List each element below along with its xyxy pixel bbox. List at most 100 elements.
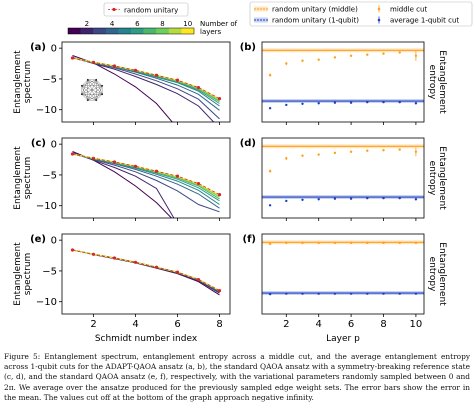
graph-edge — [81, 79, 88, 86]
random-unitary-point — [70, 56, 75, 60]
panel-label: (f) — [243, 234, 257, 245]
panel-2: 0−5−10(c)Entanglementspectrum — [13, 137, 231, 221]
random-unitary-point — [217, 193, 222, 197]
axes-frame — [61, 137, 231, 219]
y-axis-label: Entanglemententropy — [427, 242, 447, 306]
y-axis-label-line: spectrum — [23, 157, 33, 200]
avg-point — [398, 100, 401, 104]
avg-point — [349, 101, 353, 104]
random-unitary-point — [91, 156, 96, 160]
series-line-layer-9 — [72, 249, 220, 292]
graph-edge — [81, 79, 97, 86]
panel-3: (d) Entanglemententropy — [240, 137, 447, 221]
colorbar-segment — [168, 28, 182, 34]
series-line-layer-1 — [72, 55, 173, 122]
graph-edge — [96, 94, 103, 101]
x-tick-label: 4 — [316, 319, 322, 330]
legend-left: random unitary — [103, 2, 189, 17]
x-axis-label: Layer p — [326, 334, 360, 344]
axes-frame — [261, 41, 425, 123]
y-tick-label: −10 — [36, 297, 57, 308]
legend-point-swatch — [377, 18, 381, 22]
layers-colorbar: 2 4 6 8 10 Number of layers — [67, 20, 238, 36]
middle-point — [382, 52, 385, 55]
middle-point — [268, 242, 272, 246]
colorbar-segment — [68, 28, 81, 34]
legend-label: random unitary — [124, 7, 178, 15]
random-unitary-point — [154, 169, 159, 173]
panel-5: 2 4 6 8 10 (f) Entanglemententropy Layer p — [243, 233, 447, 344]
avg-point — [414, 292, 418, 295]
random-unitary-point — [112, 256, 117, 260]
random-unitary-point — [154, 265, 159, 269]
middle-point — [366, 53, 369, 56]
avg-point — [366, 100, 369, 104]
avg-point — [333, 292, 337, 295]
graph-edge — [87, 79, 103, 86]
series-line-layer-3 — [72, 249, 220, 293]
y-tick-label: −10 — [36, 201, 57, 212]
series-line-layer-1 — [72, 151, 173, 218]
x-tick-label: 6 — [348, 319, 354, 330]
y-tick-label: 0 — [51, 140, 57, 151]
y-tick-label: −5 — [42, 170, 57, 181]
colorbar-segment — [131, 28, 144, 34]
middle-point — [366, 241, 369, 245]
random-unitary-point — [133, 260, 138, 264]
y-axis-label: Entanglemententropy — [427, 50, 447, 114]
middle-point — [285, 157, 288, 160]
colorbar-tick-label: 4 — [110, 20, 115, 28]
series-line-layer-5 — [72, 249, 220, 292]
legend-right: random unitary (middle) random unitary (1… — [249, 1, 473, 27]
avg-point — [301, 292, 304, 295]
colorbar-tick-label: 8 — [160, 20, 164, 28]
panel-label: (b) — [240, 42, 256, 53]
middle-point — [285, 241, 288, 245]
y-axis-label-line: Entanglement — [13, 146, 23, 210]
avg-point — [382, 196, 385, 200]
colorbar-segment — [93, 28, 107, 34]
colorbar-segment — [80, 28, 94, 34]
avg-point — [268, 292, 272, 296]
series-line-layer-1 — [72, 249, 220, 296]
random-unitary-point — [217, 289, 222, 293]
colorbar-segment — [143, 28, 157, 34]
middle-point — [333, 56, 337, 59]
figure: 0−5−10(a)Entanglementspectrum(b)Entangle… — [13, 1, 473, 344]
avg-point — [366, 196, 369, 200]
random-unitary-point — [196, 85, 201, 90]
series-line-layer-8 — [72, 249, 220, 292]
panel-label: (d) — [240, 138, 256, 149]
series-line-layer-2 — [72, 152, 175, 218]
x-tick-label: 10 — [410, 319, 423, 330]
series-line-layer-2 — [72, 56, 215, 122]
middle-point — [349, 54, 353, 57]
axes-frame — [261, 137, 425, 219]
series-line-layer-4 — [72, 57, 220, 111]
x-axis-label: Schmidt number index — [95, 334, 198, 344]
avg-point — [333, 197, 337, 200]
random-unitary-point — [196, 277, 201, 282]
middle-point — [398, 241, 401, 245]
middle-point — [349, 150, 353, 153]
graph-node — [80, 93, 83, 96]
middle-point — [398, 51, 401, 54]
avg-point — [268, 107, 272, 110]
random-unitary-line — [72, 249, 220, 291]
avg-point — [317, 292, 320, 295]
panel-label: (e) — [30, 234, 46, 245]
graph-icon — [80, 78, 104, 102]
axes-frame — [61, 41, 231, 123]
random-unitary-point — [70, 152, 75, 156]
legend-label: middle cut — [390, 6, 427, 14]
graph-node — [86, 99, 89, 102]
middle-point — [268, 169, 272, 173]
y-axis-label-line: spectrum — [23, 253, 33, 296]
avg-point — [414, 102, 418, 105]
random-unitary-point — [175, 270, 180, 274]
x-tick-label: 2 — [90, 319, 96, 330]
colorbar-frame — [67, 27, 195, 35]
random-unitary-point — [175, 174, 180, 178]
random-unitary-line — [72, 57, 220, 99]
random-unitary-point — [196, 181, 201, 186]
